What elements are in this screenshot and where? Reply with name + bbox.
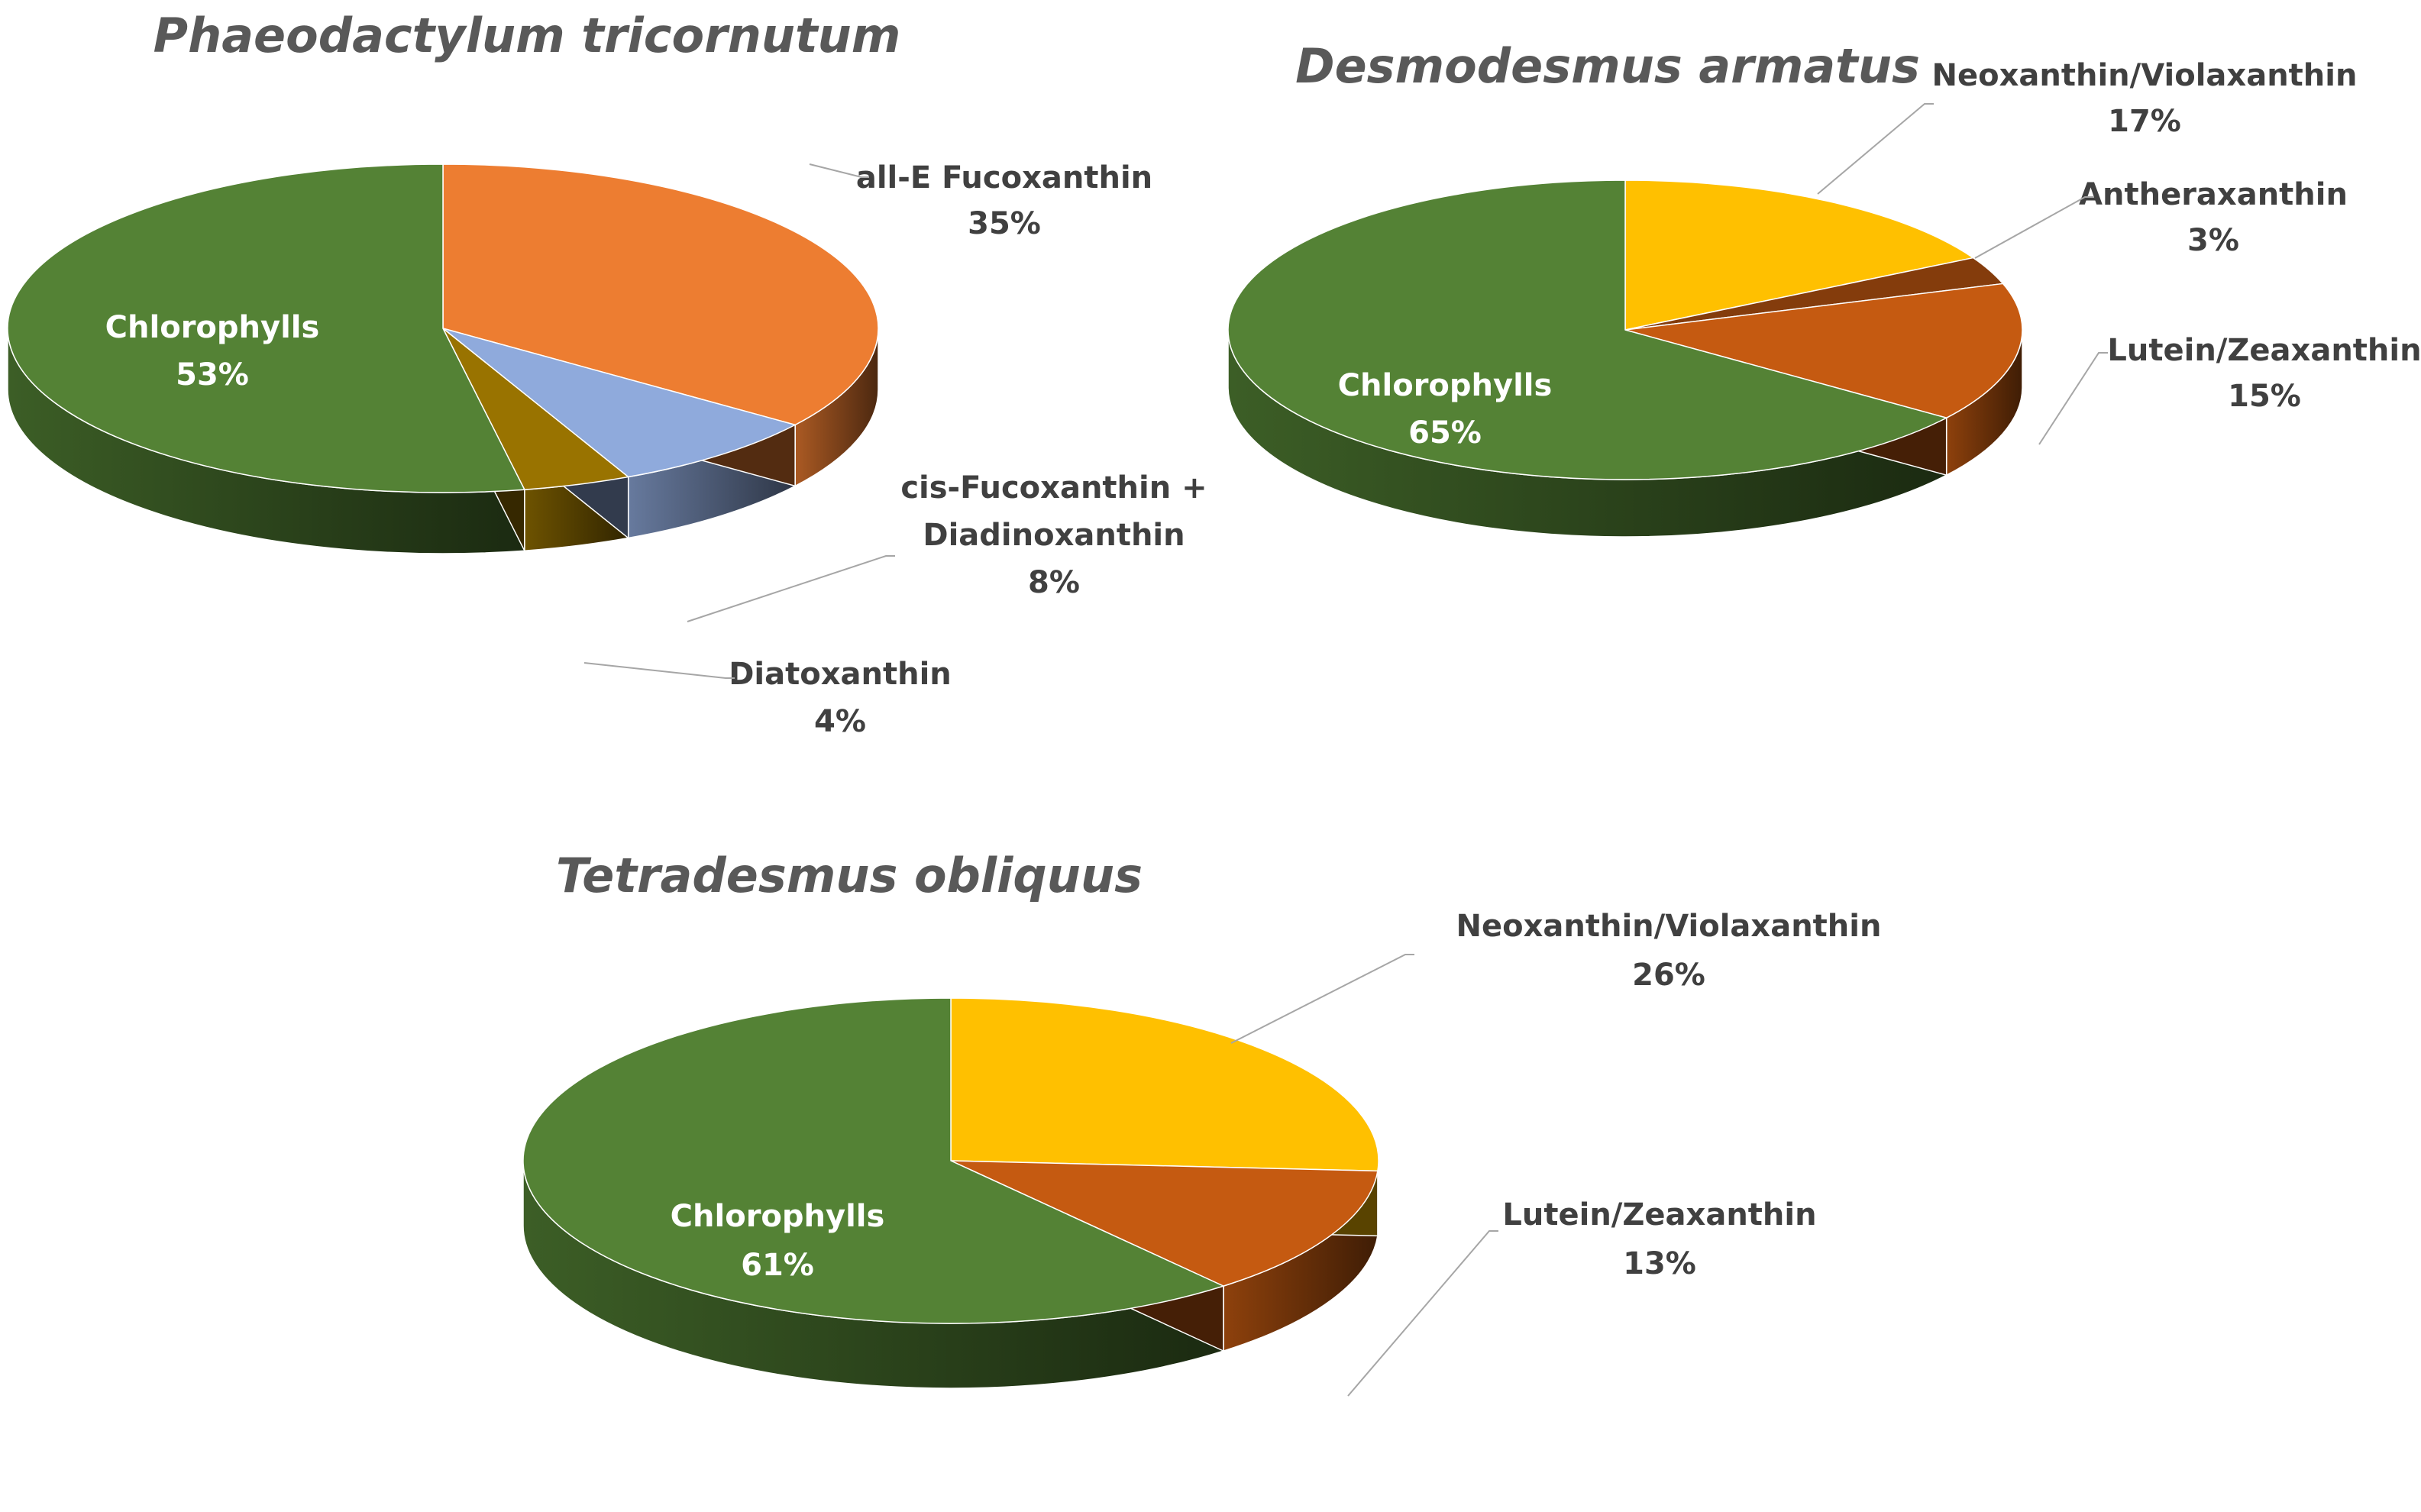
leader-line xyxy=(1974,196,2094,259)
pie-slice xyxy=(522,997,1224,1324)
pie-slice xyxy=(950,1160,1379,1287)
slice-value-text: 65% xyxy=(1408,415,1482,451)
slice-label-chlorophylls: Chlorophylls 65% xyxy=(1338,368,1553,451)
chart-tetradesmus: Tetradesmus obliquus Neoxanthin/Violaxan… xyxy=(522,848,1882,1397)
slice-label-text: Neoxanthin/Violaxanthin xyxy=(1456,909,1882,944)
pie-phaeodactylum xyxy=(7,163,879,554)
slice-label-text: Lutein/Zeaxanthin xyxy=(2107,333,2421,368)
pie-tetradesmus xyxy=(522,997,1379,1389)
slice-value-text: 4% xyxy=(814,704,866,739)
pie-slice xyxy=(7,163,525,493)
slice-value-text: 8% xyxy=(1028,565,1080,600)
slice-label-neoxanthin: Neoxanthin/Violaxanthin 26% xyxy=(1456,909,1882,993)
slice-value-text: 53% xyxy=(176,357,249,393)
pie-slice xyxy=(1227,179,1947,480)
pie-slice xyxy=(1624,179,1974,331)
slice-label-text: Lutein/Zeaxanthin xyxy=(1502,1197,1816,1233)
slice-label-text: Diatoxanthin xyxy=(729,657,952,692)
slice-label-neoxanthin: Neoxanthin/Violaxanthin 17% xyxy=(1932,58,2358,139)
slice-label-text: Chlorophylls xyxy=(671,1199,885,1234)
pie-slice xyxy=(1624,283,2023,418)
leader-line xyxy=(687,555,895,622)
slice-label-text: all-E Fucoxanthin xyxy=(856,160,1152,195)
chart-title: Tetradesmus obliquus xyxy=(556,848,1143,903)
slice-label-lutein: Lutein/Zeaxanthin 15% xyxy=(2107,333,2421,414)
leader-line xyxy=(809,163,869,178)
pie-slice xyxy=(442,163,879,426)
slice-label-fucoxanthin: all-E Fucoxanthin 35% xyxy=(856,160,1152,241)
slice-value-text: 15% xyxy=(2228,379,2301,414)
slice-label-text: Antheraxanthin xyxy=(2079,177,2348,212)
chart-desmodesmus: Desmodesmus armatus Neoxanthin/Violaxant… xyxy=(1227,38,2421,538)
slice-label-antheraxanthin: Antheraxanthin 3% xyxy=(2079,177,2348,258)
pie-slice xyxy=(950,997,1379,1172)
chart-title: Phaeodactylum tricornutum xyxy=(154,8,901,63)
leader-line xyxy=(1230,954,1414,1044)
slice-label-text: Chlorophylls xyxy=(105,310,320,345)
pie-slice xyxy=(442,328,796,478)
slice-label-diatoxanthin: Diatoxanthin 4% xyxy=(729,657,952,739)
slice-label-text: Chlorophylls xyxy=(1338,368,1553,403)
slice-value-text: 3% xyxy=(2187,223,2239,258)
slice-label-text-line1: cis-Fucoxanthin + xyxy=(900,470,1207,506)
leader-line xyxy=(1817,103,1934,195)
leader-line xyxy=(583,662,735,679)
slice-value-text: 26% xyxy=(1632,958,1705,993)
slice-label-cis-fucoxanthin: cis-Fucoxanthin + Diadinoxanthin 8% xyxy=(900,470,1207,600)
chart-phaeodactylum: Phaeodactylum tricornutum all-E Fucoxant… xyxy=(7,8,1207,739)
slice-value-text: 35% xyxy=(968,206,1041,241)
slice-label-lutein: Lutein/Zeaxanthin 13% xyxy=(1502,1197,1816,1281)
slice-value-text: 61% xyxy=(741,1248,814,1283)
pie-desmodesmus xyxy=(1227,179,2023,538)
leader-line xyxy=(2038,352,2108,445)
chart-title: Desmodesmus armatus xyxy=(1295,38,1920,94)
slice-value-text: 17% xyxy=(2108,104,2181,139)
slice-value-text: 13% xyxy=(1623,1246,1696,1281)
slice-label-chlorophylls: Chlorophylls 61% xyxy=(671,1199,885,1283)
slice-label-text: Neoxanthin/Violaxanthin xyxy=(1932,58,2358,93)
slice-label-chlorophylls: Chlorophylls 53% xyxy=(105,310,320,393)
slice-label-text-line2: Diadinoxanthin xyxy=(923,518,1185,553)
leader-line xyxy=(1347,1230,1498,1397)
